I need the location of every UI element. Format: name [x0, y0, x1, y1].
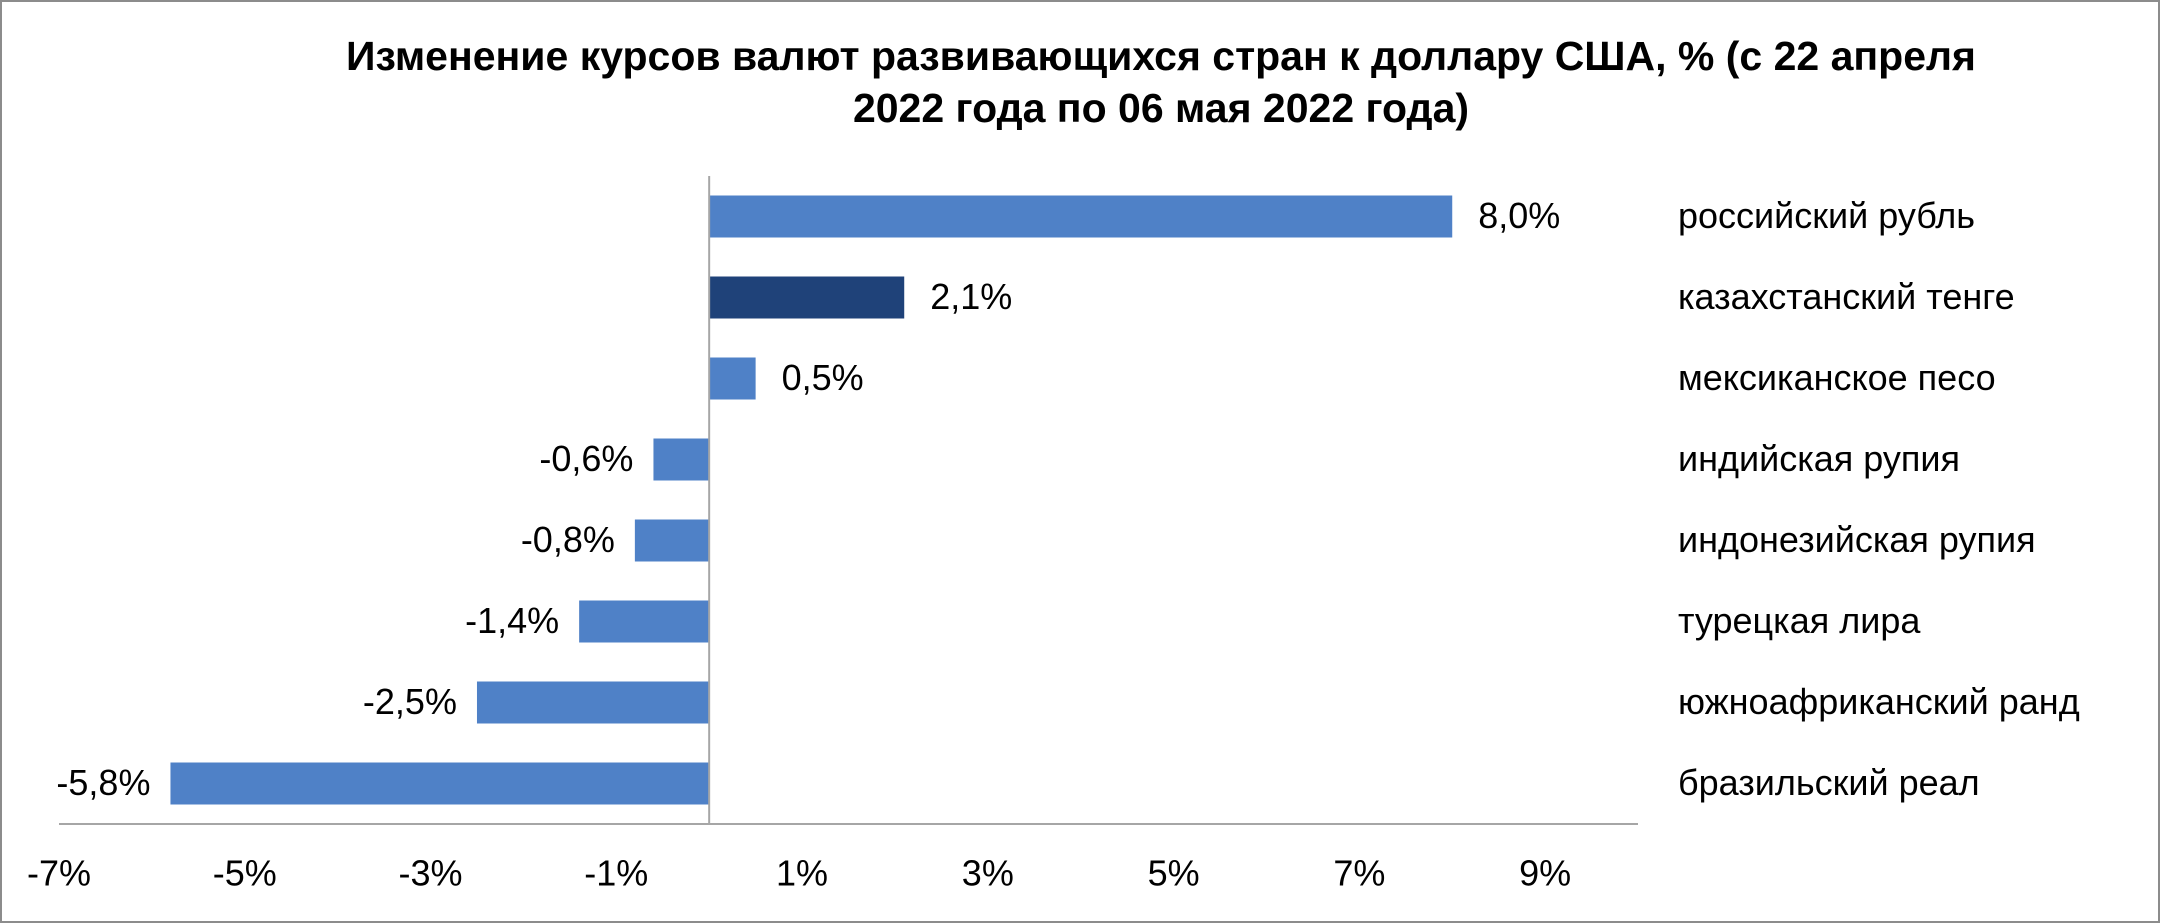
x-tick-label: -5% [213, 853, 277, 894]
x-tick-label: 1% [776, 853, 828, 894]
bar [170, 762, 710, 805]
value-label: 0,5% [782, 357, 864, 398]
x-tick-label: 9% [1519, 853, 1571, 894]
bar [709, 357, 756, 400]
value-label: -2,5% [363, 681, 457, 722]
category-label: российский рубль [1678, 195, 1975, 236]
category-label: казахстанский тенге [1678, 276, 2015, 317]
category-label: индонезийская рупия [1678, 519, 2036, 560]
value-label: 2,1% [930, 276, 1012, 317]
chart-title: Изменение курсов валют развивающихся стр… [346, 33, 1976, 131]
category-label: мексиканское песо [1678, 357, 1996, 398]
category-label: индийская рупия [1678, 438, 1960, 479]
x-tick-label: 7% [1333, 853, 1385, 894]
x-tick-label: -1% [584, 853, 648, 894]
value-label: -1,4% [465, 600, 559, 641]
category-label: южноафриканский ранд [1678, 681, 2080, 722]
value-label: -0,6% [539, 438, 633, 479]
value-label: -5,8% [56, 762, 150, 803]
x-tick-label: -7% [27, 853, 91, 894]
bar [653, 438, 710, 481]
bar [709, 195, 1453, 238]
category-label: турецкая лира [1678, 600, 1921, 641]
bar [579, 600, 710, 643]
category-label: бразильский реал [1678, 762, 1980, 803]
x-tick-label: 3% [962, 853, 1014, 894]
bar [634, 519, 710, 562]
x-tick-label: -3% [399, 853, 463, 894]
x-tick-label: 5% [1148, 853, 1200, 894]
value-label: 8,0% [1478, 195, 1560, 236]
bar [476, 681, 710, 724]
bar [709, 276, 905, 319]
value-label: -0,8% [521, 519, 615, 560]
